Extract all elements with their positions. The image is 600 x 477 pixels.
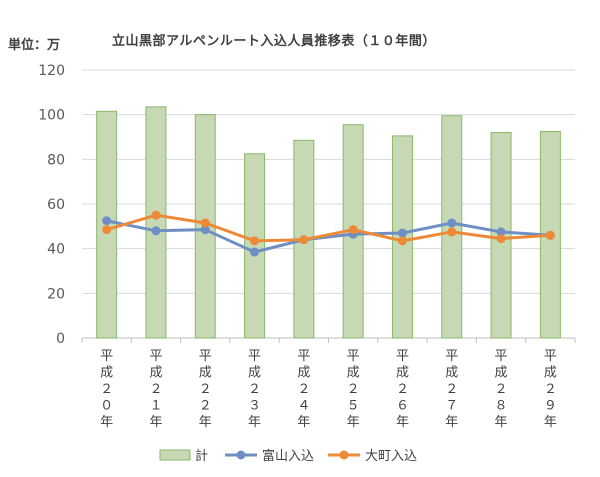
- bar: [145, 106, 167, 339]
- x-tick-label: 平成２３年: [248, 349, 261, 430]
- y-tick-label: 80: [47, 152, 65, 168]
- legend-label: 富山入込: [262, 448, 314, 464]
- data-point: [397, 228, 407, 238]
- x-tick-label: 平成２１年: [149, 349, 162, 430]
- y-tick-label: 20: [47, 286, 65, 302]
- data-point: [151, 210, 161, 220]
- data-point: [397, 236, 407, 246]
- legend-marker: [339, 450, 349, 460]
- data-point: [102, 216, 112, 226]
- series-line: [105, 219, 552, 254]
- data-point: [348, 225, 358, 235]
- unit-label: 単位：万: [8, 38, 61, 53]
- x-tick-label: 平成２８年: [495, 349, 508, 430]
- x-tick-label: 平成２５年: [347, 349, 360, 430]
- legend-marker: [236, 450, 246, 460]
- chart-title: 立山黒部アルペンルート入込人員推移表（１０年間）: [112, 34, 436, 49]
- data-point: [447, 227, 457, 237]
- data-point: [447, 218, 457, 228]
- data-point: [299, 235, 309, 245]
- legend-label: 計: [195, 448, 208, 464]
- data-point: [496, 234, 506, 244]
- series-line: [105, 213, 552, 243]
- x-tick-label: 平成２２年: [199, 349, 212, 430]
- y-tick-label: 100: [38, 108, 65, 124]
- bar: [244, 153, 266, 339]
- legend-label: 大町入込: [365, 449, 417, 464]
- data-point: [496, 227, 506, 237]
- x-tick-label: 平成２９年: [544, 349, 557, 430]
- data-point: [545, 230, 555, 240]
- x-tick-label: 平成２７年: [445, 349, 458, 430]
- y-tick-label: 40: [47, 242, 65, 258]
- y-tick-label: 60: [47, 197, 65, 213]
- data-point: [151, 226, 161, 236]
- data-point: [250, 247, 260, 257]
- y-tick-label: 120: [38, 63, 65, 79]
- legend-swatch: [159, 449, 191, 461]
- y-tick-label: 0: [56, 331, 65, 347]
- data-point: [200, 218, 210, 228]
- data-point: [200, 225, 210, 235]
- data-point: [250, 236, 260, 246]
- data-point: [102, 225, 112, 235]
- x-tick-label: 平成２６年: [396, 349, 409, 430]
- x-tick-label: 平成２４年: [297, 349, 310, 430]
- x-tick-label: 平成２０年: [100, 349, 113, 430]
